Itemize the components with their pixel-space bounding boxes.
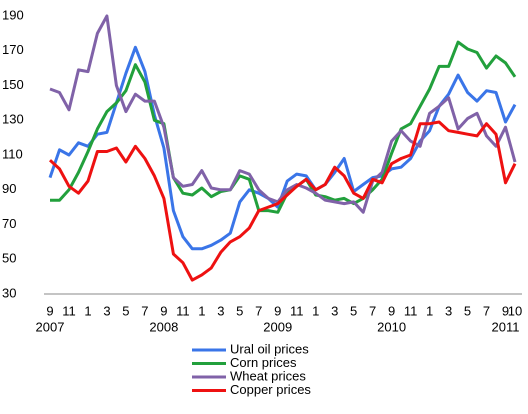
x-tick-label: 3 xyxy=(103,303,110,318)
legend-label: Corn prices xyxy=(230,355,297,370)
y-tick-label: 90 xyxy=(2,181,16,196)
x-tick-label: 5 xyxy=(350,303,357,318)
line xyxy=(49,14,517,214)
x-tick-label: 11 xyxy=(404,303,418,318)
x-tick-label: 1 xyxy=(312,303,319,318)
x-year-label: 2008 xyxy=(149,319,178,334)
x-tick-label: 5 xyxy=(464,303,471,318)
x-tick-label: 1 xyxy=(426,303,433,318)
x-tick-label: 3 xyxy=(217,303,224,318)
x-tick-label: 11 xyxy=(176,303,190,318)
legend-label: Ural oil prices xyxy=(230,341,309,356)
x-tick-label: 9 xyxy=(160,303,167,318)
x-tick-label: 9 xyxy=(388,303,395,318)
x-tick-label: 5 xyxy=(122,303,129,318)
y-tick-label: 150 xyxy=(2,77,24,92)
x-year-label: 2010 xyxy=(377,319,406,334)
x-tick-label: 9 xyxy=(274,303,281,318)
x-tick-label: 11 xyxy=(62,303,76,318)
y-tick-label: 190 xyxy=(2,7,24,22)
x-tick-label: 3 xyxy=(445,303,452,318)
x-tick-label: 10 xyxy=(508,303,522,318)
y-tick-label: 110 xyxy=(2,146,23,161)
y-tick-label: 50 xyxy=(2,251,16,266)
x-tick-label: 1 xyxy=(84,303,91,318)
line xyxy=(48,45,517,251)
x-tick-label: 7 xyxy=(369,303,376,318)
x-tick-label: 7 xyxy=(483,303,490,318)
x-tick-label: 7 xyxy=(255,303,262,318)
legend-label: Wheat prices xyxy=(230,368,306,383)
x-year-label: 2011 xyxy=(492,319,520,334)
x-tick-label: 9 xyxy=(502,303,509,318)
x-tick-label: 11 xyxy=(290,303,304,318)
y-tick-label: 170 xyxy=(2,42,24,57)
x-year-label: 2009 xyxy=(263,319,292,334)
y-tick-label: 30 xyxy=(2,285,16,300)
y-tick-label: 70 xyxy=(2,216,16,231)
x-tick-label: 9 xyxy=(46,303,53,318)
x-tick-label: 5 xyxy=(236,303,243,318)
x-tick-label: 3 xyxy=(331,303,338,318)
y-tick-label: 130 xyxy=(2,112,24,127)
x-tick-label: 1 xyxy=(198,303,205,318)
line xyxy=(48,120,517,282)
x-year-label: 2007 xyxy=(36,319,65,334)
line xyxy=(50,40,517,214)
x-tick-label: 7 xyxy=(141,303,148,318)
legend-label: Copper prices xyxy=(230,382,311,397)
